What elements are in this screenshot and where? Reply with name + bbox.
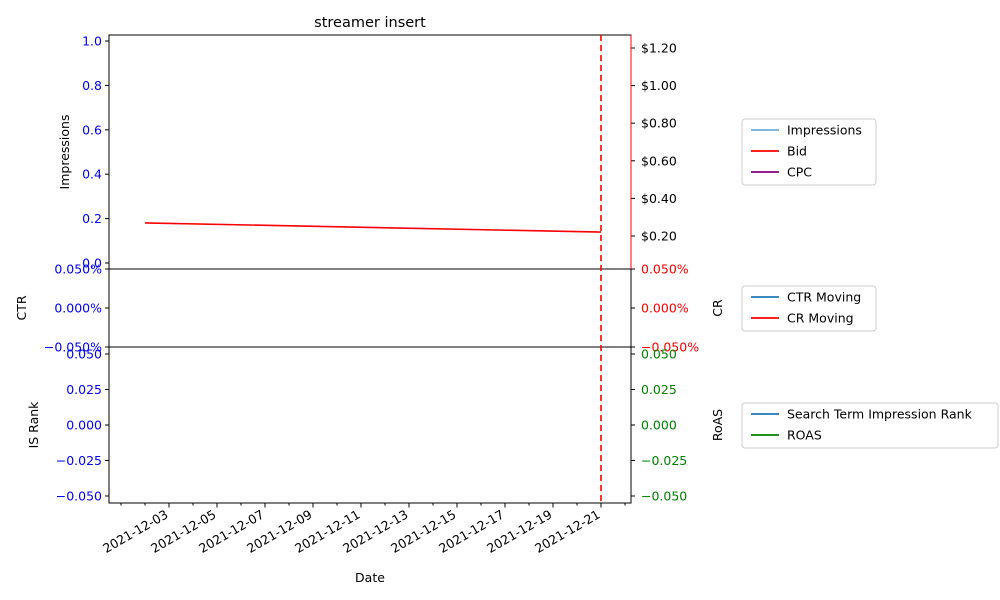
right-tick-label: $1.00 (641, 78, 677, 93)
x-axis: 2021-12-032021-12-052021-12-072021-12-09… (100, 503, 626, 556)
left-tick-label: 0.6 (82, 122, 102, 137)
panel-frame (108, 34, 632, 270)
right-axis-label: RoAS (710, 409, 725, 441)
left-tick-label: 0.2 (82, 211, 102, 226)
panel-top: 0.0 0.2 0.4 0.6 0.8 1.0 Impressions $0.20 $0.40 $… (57, 34, 877, 271)
panels: 0.0 0.2 0.4 0.6 0.8 1.0 Impressions $0.20 $0.40 $… (14, 34, 999, 556)
left-axis-label: Impressions (57, 115, 72, 190)
left-tick-label: 1.0 (82, 34, 102, 49)
left-tick-label: 0.0 (82, 256, 102, 271)
legend-entry: Bid (787, 144, 807, 159)
right-tick-label: −0.050 (641, 489, 687, 504)
legend-entry: Impressions (787, 123, 862, 138)
right-tick-label: $0.20 (641, 229, 677, 244)
panel-bot: −0.050 −0.025 0.000 0.025 0.050 IS Rank −0.050… (26, 346, 999, 504)
legend-entry: CTR Moving (787, 290, 861, 305)
legend-entry: CR Moving (787, 311, 854, 326)
legend-entry: CPC (787, 165, 812, 180)
legend-entry: Search Term Impression Rank (787, 407, 973, 422)
left-tick-label: 0.050% (54, 262, 102, 277)
left-tick-label: 0.4 (82, 167, 102, 182)
right-axis-label: CR (710, 299, 725, 317)
legend-entry: ROAS (787, 428, 822, 443)
left-tick-label: 0.8 (82, 78, 102, 93)
right-tick-label: 0.050% (641, 262, 689, 277)
legend: CTR Moving CR Moving (741, 285, 877, 332)
right-tick-label: −0.050% (641, 340, 699, 355)
right-tick-label: 0.025 (641, 382, 677, 397)
x-axis-label: Date (355, 570, 385, 585)
panel-frame (108, 346, 632, 504)
panel-mid: −0.050% 0.000% 0.050% CTR −0.050% 0.000% 0.050… (14, 262, 877, 355)
left-axis-label: IS Rank (26, 401, 41, 449)
legend-frame (741, 402, 999, 449)
right-tick-label: 0.000 (641, 418, 677, 433)
left-tick-label: 0.050 (66, 347, 102, 362)
right-tick-label: 0.050 (641, 347, 677, 362)
left-tick-label: −0.025 (56, 453, 102, 468)
left-tick-label: 0.000% (54, 301, 102, 316)
right-tick-label: $0.60 (641, 153, 677, 168)
right-tick-label: −0.025 (641, 453, 687, 468)
legend: Search Term Impression Rank ROAS (741, 402, 999, 449)
right-tick-label: $1.20 (641, 41, 677, 56)
left-tick-label: −0.050% (44, 340, 102, 355)
right-tick-label: $0.80 (641, 116, 677, 131)
panel-frame (108, 268, 632, 348)
right-tick-label: $0.40 (641, 191, 677, 206)
left-tick-label: 0.025 (66, 382, 102, 397)
left-tick-label: −0.050 (56, 489, 102, 504)
series-line-bid (144, 222, 602, 233)
legend: Impressions Bid CPC (741, 118, 877, 186)
left-tick-label: 0.000 (66, 418, 102, 433)
right-tick-label: 0.000% (641, 301, 689, 316)
chart-title: streamer insert (314, 15, 426, 31)
legend-frame (741, 118, 877, 186)
left-axis-label: CTR (14, 295, 29, 320)
